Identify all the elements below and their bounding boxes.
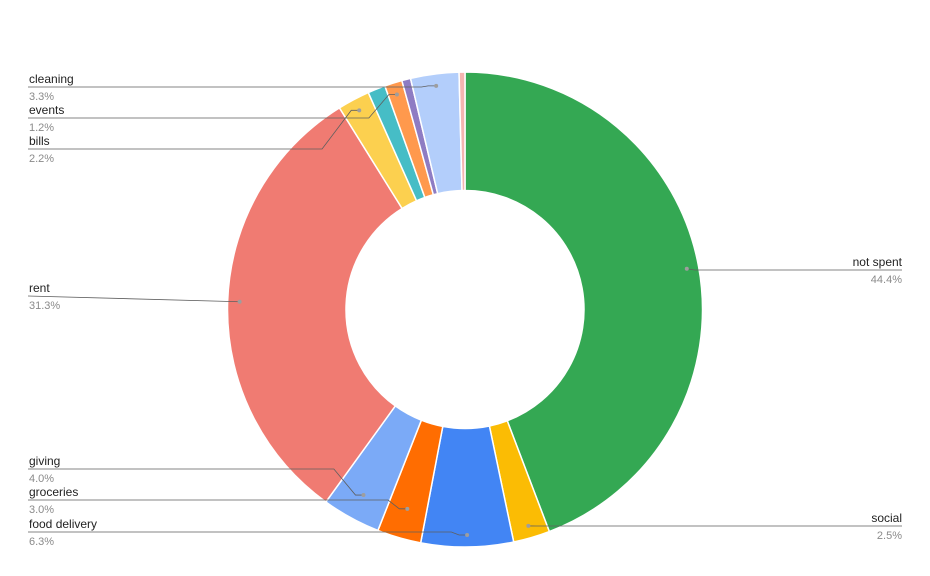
slice-label-bills: bills — [29, 134, 50, 148]
slice-label-groceries: groceries — [29, 485, 78, 499]
leader-line-bills — [28, 109, 360, 150]
leader-line-giving — [28, 468, 364, 496]
slice-percent-giving: 4.0% — [29, 473, 54, 485]
slice-percent-bills: 2.2% — [29, 153, 54, 165]
leader-dot-events — [394, 92, 399, 97]
slice-label-not-spent: not spent — [853, 255, 903, 269]
slice-percent-food-delivery: 6.3% — [29, 536, 54, 548]
slice-percent-rent: 31.3% — [29, 300, 60, 312]
leader-dot-giving — [361, 493, 366, 498]
leader-dot-bills — [357, 108, 362, 113]
slice-percent-groceries: 3.0% — [29, 504, 54, 516]
leader-line-not-spent — [686, 268, 902, 271]
leader-line-rent — [27, 295, 240, 303]
leader-line-cleaning — [28, 85, 437, 88]
leader-dot-social — [526, 523, 531, 528]
slice-percent-not-spent: 44.4% — [871, 274, 902, 286]
leader-dot-not-spent — [684, 266, 689, 271]
slice-rent — [226, 106, 404, 504]
slice-percent-social: 2.5% — [877, 530, 902, 542]
slice-label-events: events — [29, 103, 64, 117]
slice-label-social: social — [871, 511, 902, 525]
leader-line-food-delivery — [28, 531, 468, 536]
leader-dot-groceries — [405, 506, 410, 511]
slice-label-cleaning: cleaning — [29, 72, 74, 86]
leader-dot-cleaning — [434, 83, 439, 88]
leader-line-groceries — [28, 499, 408, 510]
leader-line-events — [28, 94, 397, 119]
slice-percent-cleaning: 3.3% — [29, 91, 54, 103]
leader-dot-rent — [237, 299, 242, 304]
slice-unlabeled-11 — [458, 71, 466, 192]
slice-not-spent — [464, 71, 704, 533]
slice-label-rent: rent — [29, 281, 50, 295]
slice-label-giving: giving — [29, 454, 60, 468]
slice-label-food-delivery: food delivery — [29, 517, 97, 531]
leader-dot-food-delivery — [465, 532, 470, 537]
slice-percent-events: 1.2% — [29, 122, 54, 134]
